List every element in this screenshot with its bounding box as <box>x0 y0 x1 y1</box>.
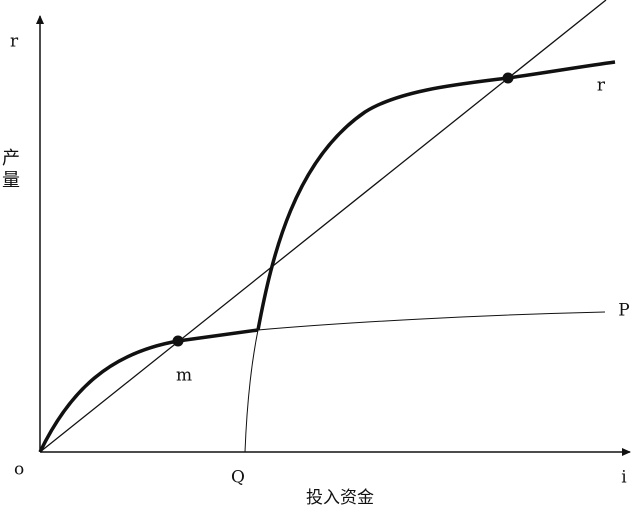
q-label: Q <box>231 468 245 488</box>
m-label: m <box>176 366 192 386</box>
point-m <box>172 335 184 347</box>
upper-curve <box>256 60 616 331</box>
p-label: P <box>618 301 629 321</box>
x-title: 投入资金 <box>306 488 374 508</box>
p-curve <box>257 311 606 331</box>
point-r <box>502 72 514 84</box>
diagonal-line <box>39 0 607 453</box>
origin-label: o <box>14 460 24 480</box>
y-end-label: r <box>10 32 19 52</box>
x-end-label: i <box>621 468 627 488</box>
q-curve <box>244 329 259 453</box>
y-title: 产量 <box>0 148 20 192</box>
lower-curve <box>38 328 259 453</box>
r-label: r <box>597 76 606 96</box>
